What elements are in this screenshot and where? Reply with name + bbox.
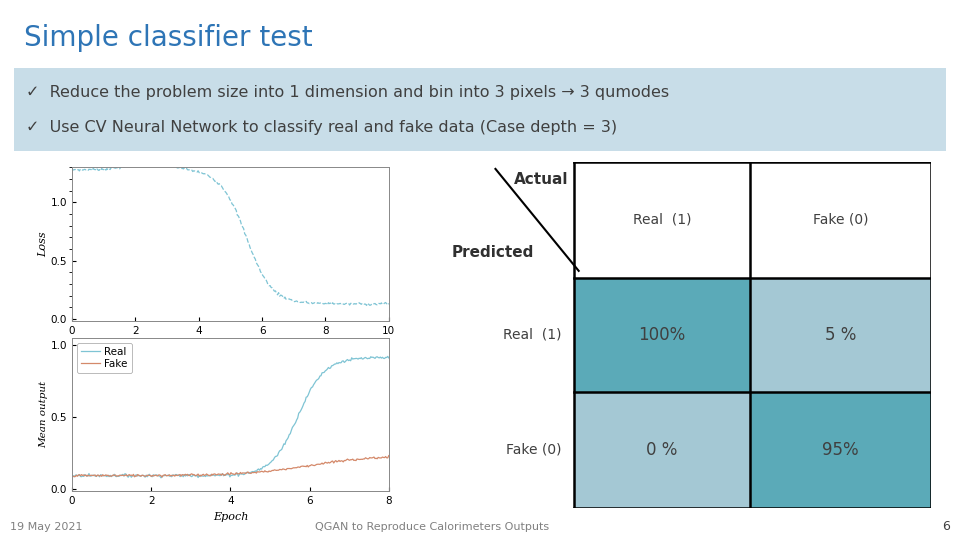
Text: ✓  Use CV Neural Network to classify real and fake data (Case depth = 3): ✓ Use CV Neural Network to classify real… (26, 120, 616, 135)
Fake (383, 453, 395, 459)
Real (254, 465, 266, 472)
Real (67, 472, 79, 479)
X-axis label: Epoch: Epoch (213, 512, 248, 522)
Text: 0 %: 0 % (646, 441, 678, 458)
Y-axis label: Loss: Loss (37, 232, 48, 257)
Legend: Real, Fake: Real, Fake (77, 343, 132, 373)
Text: Real  (1): Real (1) (503, 328, 562, 342)
Bar (750, 278, 931, 392)
Fake (66, 472, 78, 479)
Fake (254, 469, 266, 475)
Fake (261, 468, 273, 475)
Real (383, 355, 395, 361)
FancyBboxPatch shape (0, 65, 960, 154)
Text: Simple classifier test: Simple classifier test (24, 24, 313, 52)
Text: Fake (0): Fake (0) (813, 213, 869, 227)
Text: QGAN to Reproduce Calorimeters Outputs: QGAN to Reproduce Calorimeters Outputs (315, 522, 549, 531)
Text: ✓  Reduce the problem size into 1 dimension and bin into 3 pixels → 3 qumodes: ✓ Reduce the problem size into 1 dimensi… (26, 85, 669, 100)
Real (334, 360, 346, 366)
Real (66, 472, 78, 478)
Real (261, 462, 273, 469)
Text: Fake (0): Fake (0) (506, 443, 562, 457)
Text: Real  (1): Real (1) (633, 213, 691, 227)
Real (354, 355, 366, 362)
Real (382, 353, 394, 360)
Line: Real: Real (72, 356, 389, 478)
Text: Predicted: Predicted (451, 246, 534, 260)
Text: Actual: Actual (515, 172, 569, 187)
Text: 5 %: 5 % (825, 326, 856, 344)
Fake (354, 456, 366, 463)
Bar (574, 278, 750, 392)
Y-axis label: Mean output: Mean output (38, 381, 48, 448)
Fake (156, 474, 168, 480)
Text: 95%: 95% (823, 441, 859, 458)
Fake (256, 468, 268, 475)
X-axis label: Epoch: Epoch (213, 342, 248, 352)
Text: 100%: 100% (638, 326, 685, 344)
Bar (574, 392, 750, 508)
Line: Fake: Fake (72, 456, 389, 477)
Fake (67, 473, 79, 480)
Text: 6: 6 (943, 520, 950, 533)
Text: 19 May 2021: 19 May 2021 (10, 522, 83, 531)
Bar (750, 392, 931, 508)
Fake (334, 458, 346, 465)
Real (156, 475, 167, 481)
Real (256, 466, 268, 472)
